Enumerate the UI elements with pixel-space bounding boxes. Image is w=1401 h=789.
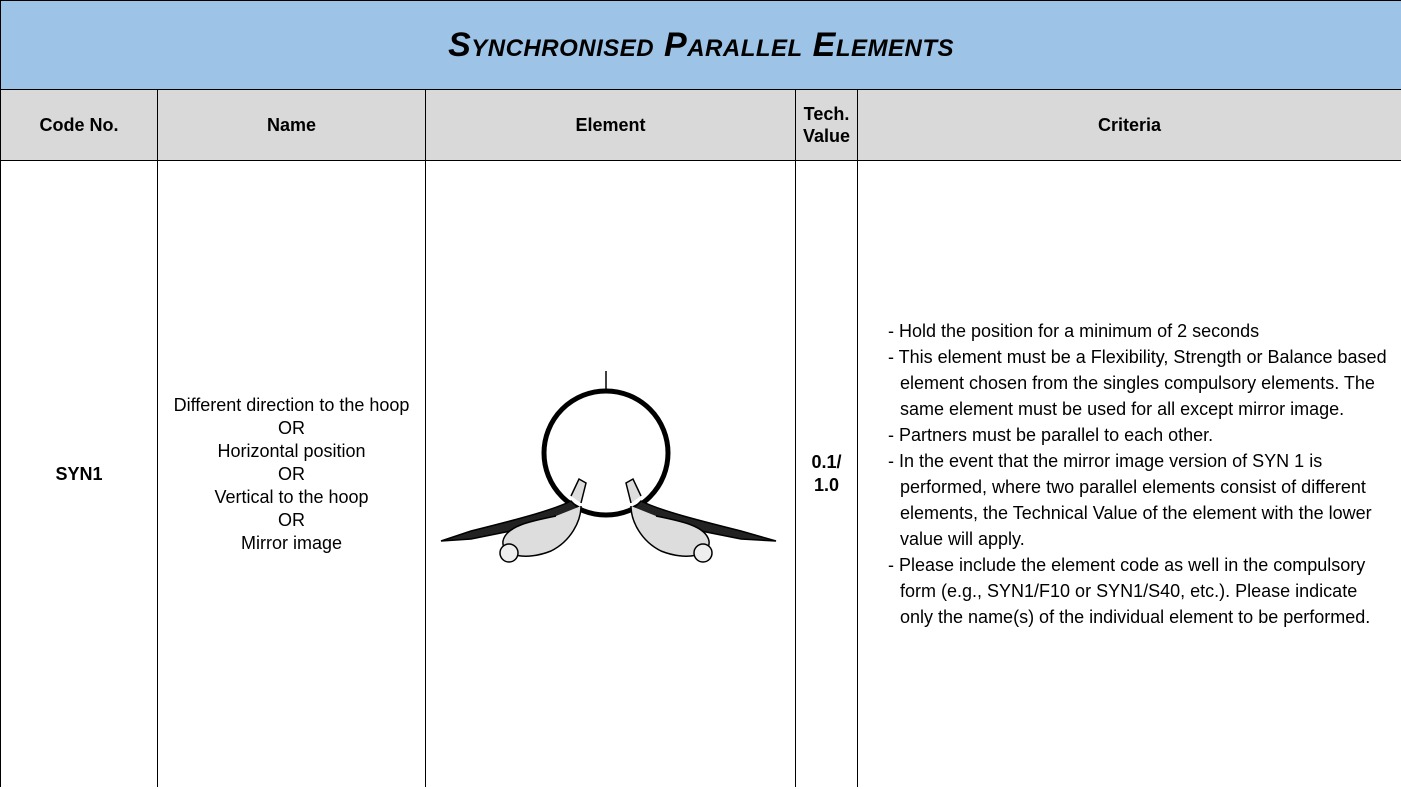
name-line: Different direction to the hoop [173,394,410,415]
element-cell [425,160,796,787]
criterion: - Hold the position for a minimum of 2 s… [888,321,1260,341]
name-line: Vertical to the hoop [214,486,369,507]
tech-value-cell: 0.1/ 1.0 [795,160,858,787]
criterion: - In the event that the mirror image ver… [888,451,1372,549]
element-illustration [440,371,776,563]
name-line: Horizontal position [217,440,366,461]
criterion: - Please include the element code as wel… [888,555,1371,627]
criterion: - Partners must be parallel to each othe… [888,425,1214,445]
name-cell: Different direction to the hoop OR Horizon… [157,160,426,787]
column-header: Criteria [856,89,1401,161]
column-header: Code No. [0,89,158,161]
name-line: Mirror image [240,532,342,553]
column-header: Element [425,89,796,161]
table-title: Synchronised Parallel Elements [0,0,1401,90]
column-header: Name [157,89,426,161]
code-cell: SYN1 [0,160,158,787]
name-line: OR [278,417,305,438]
name-line: OR [278,509,305,530]
criteria-cell: - Hold the position for a minimum of 2 s… [856,160,1401,787]
criterion: - This element must be a Flexibility, St… [888,347,1387,419]
name-line: OR [278,463,305,484]
column-header: Tech. Value [795,89,858,161]
